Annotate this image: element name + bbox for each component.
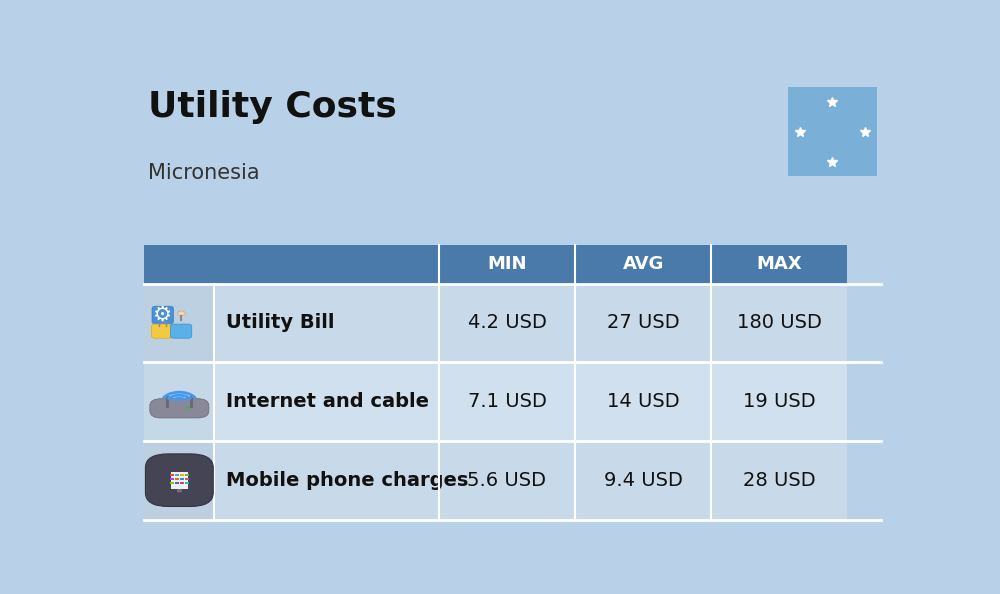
Text: Utility Costs: Utility Costs <box>148 90 397 124</box>
Bar <box>175 482 179 484</box>
Bar <box>180 478 184 480</box>
Bar <box>175 478 179 480</box>
Bar <box>185 482 189 484</box>
FancyBboxPatch shape <box>145 454 213 507</box>
Bar <box>711 245 847 283</box>
Bar <box>711 283 847 362</box>
Bar <box>439 245 575 283</box>
Bar <box>185 474 189 476</box>
Text: 27 USD: 27 USD <box>607 314 679 332</box>
Text: 28 USD: 28 USD <box>743 470 816 489</box>
Circle shape <box>178 311 185 315</box>
Text: Internet and cable: Internet and cable <box>226 392 429 411</box>
Circle shape <box>178 402 181 404</box>
Bar <box>214 362 439 441</box>
Text: Micronesia: Micronesia <box>148 163 260 183</box>
Bar <box>214 245 439 283</box>
Bar <box>144 441 214 520</box>
Text: 4.2 USD: 4.2 USD <box>468 314 546 332</box>
Bar <box>711 362 847 441</box>
Bar <box>144 283 214 362</box>
Bar <box>575 245 711 283</box>
Bar <box>175 474 179 476</box>
FancyBboxPatch shape <box>170 324 192 338</box>
Text: MIN: MIN <box>487 255 527 273</box>
Bar <box>575 283 711 362</box>
Bar <box>439 283 575 362</box>
Bar <box>170 482 174 484</box>
Text: 19 USD: 19 USD <box>743 392 816 411</box>
Bar <box>214 441 439 520</box>
Bar <box>170 478 174 480</box>
Text: ⚙: ⚙ <box>153 305 172 325</box>
Bar <box>144 362 214 441</box>
Bar <box>185 478 189 480</box>
FancyBboxPatch shape <box>788 87 877 176</box>
Bar <box>575 362 711 441</box>
Bar <box>171 472 188 489</box>
Text: 14 USD: 14 USD <box>607 392 679 411</box>
FancyBboxPatch shape <box>152 324 173 338</box>
Bar <box>439 362 575 441</box>
Text: 5.6 USD: 5.6 USD <box>467 470 546 489</box>
Bar <box>180 474 184 476</box>
Text: 7.1 USD: 7.1 USD <box>468 392 546 411</box>
Bar <box>170 474 174 476</box>
Text: AVG: AVG <box>622 255 664 273</box>
Bar <box>180 482 184 484</box>
Bar <box>711 441 847 520</box>
Bar <box>144 245 214 283</box>
FancyBboxPatch shape <box>152 307 173 324</box>
Text: 180 USD: 180 USD <box>737 314 822 332</box>
Text: 9.4 USD: 9.4 USD <box>604 470 683 489</box>
Text: MAX: MAX <box>757 255 802 273</box>
Circle shape <box>186 407 190 409</box>
FancyBboxPatch shape <box>150 399 209 418</box>
Text: Utility Bill: Utility Bill <box>226 314 334 332</box>
Bar <box>439 441 575 520</box>
Bar <box>214 283 439 362</box>
Bar <box>575 441 711 520</box>
Text: Mobile phone charges: Mobile phone charges <box>226 470 468 489</box>
Circle shape <box>177 489 181 492</box>
